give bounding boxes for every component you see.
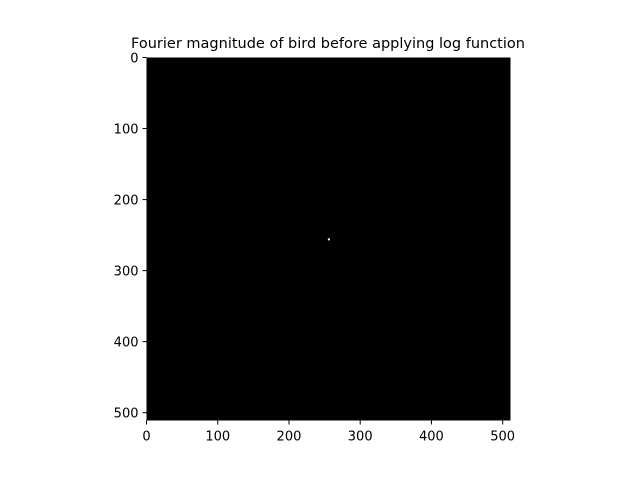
- x-tick-label-200: 200: [277, 430, 302, 445]
- chart-title: Fourier magnitude of bird before applyin…: [131, 36, 525, 52]
- x-tick-label-0: 0: [142, 430, 150, 445]
- y-axis: 0 100 200 300 400 500: [114, 52, 147, 422]
- x-tick-label-100: 100: [205, 430, 230, 445]
- y-tick-label-200: 200: [114, 194, 139, 209]
- x-tick-label-500: 500: [490, 430, 515, 445]
- y-tick-label-500: 500: [114, 407, 139, 422]
- y-tick-label-0: 0: [130, 52, 138, 67]
- bright-point-0: [327, 238, 330, 241]
- y-tick-label-100: 100: [114, 123, 139, 138]
- x-tick-label-300: 300: [348, 430, 373, 445]
- y-tick-label-300: 300: [114, 265, 139, 280]
- x-axis: 0 100 200 300 400 500: [142, 420, 515, 445]
- y-tick-label-400: 400: [114, 336, 139, 351]
- x-tick-label-400: 400: [419, 430, 444, 445]
- bright-points: [327, 238, 330, 241]
